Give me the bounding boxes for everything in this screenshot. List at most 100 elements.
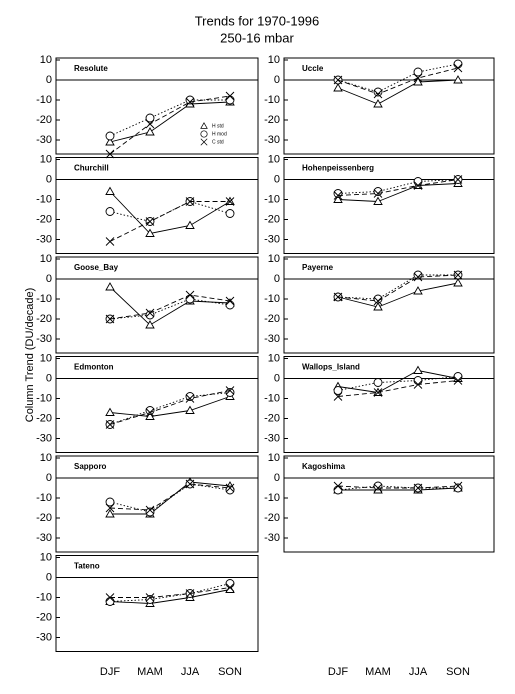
- marker: [105, 497, 115, 507]
- y-tick-label: 0: [46, 372, 52, 384]
- x-tick-label: DJF: [328, 666, 348, 678]
- marker: [413, 376, 423, 385]
- marker: [333, 75, 343, 85]
- marker: [225, 579, 235, 588]
- marker: [145, 408, 155, 417]
- y-tick-label: 0: [274, 472, 280, 484]
- y-tick-label: 10: [40, 253, 52, 265]
- marker: [453, 376, 463, 385]
- marker: [453, 481, 463, 491]
- series-line: [337, 79, 459, 105]
- series-line: [337, 485, 458, 491]
- y-tick-label: 0: [46, 472, 52, 484]
- marker: [145, 217, 155, 226]
- legend-label: H std: [212, 123, 224, 129]
- marker: [105, 137, 115, 146]
- y-tick-label: 10: [40, 551, 52, 563]
- marker: [105, 207, 115, 216]
- marker: [225, 386, 235, 395]
- marker: [453, 372, 463, 381]
- marker: [453, 270, 463, 280]
- marker: [145, 593, 155, 602]
- marker: [333, 292, 343, 302]
- y-tick-label: 0: [46, 571, 52, 583]
- marker: [373, 296, 383, 306]
- marker: [225, 197, 235, 206]
- marker: [145, 595, 155, 604]
- marker: [333, 83, 343, 92]
- panel-title: Edmonton: [74, 363, 114, 372]
- figure-subtitle: 250-16 mbar: [220, 30, 294, 45]
- panel-frame: [55, 356, 259, 453]
- y-tick-label: -20: [36, 313, 52, 325]
- x-tick-label: MAM: [137, 666, 163, 678]
- panel-frame: [283, 57, 495, 155]
- marker: [185, 405, 195, 414]
- marker: [373, 378, 383, 387]
- series-line: [338, 487, 459, 491]
- marker: [185, 97, 195, 107]
- panel-frame: [283, 455, 495, 553]
- marker: [225, 388, 235, 397]
- series-line: [337, 183, 459, 202]
- y-tick-label: -20: [36, 114, 52, 126]
- series-line: [109, 589, 231, 604]
- marker: [333, 386, 343, 395]
- series-line: [337, 485, 459, 489]
- figure-title: Trends for 1970-1996: [195, 13, 320, 28]
- series-line: [109, 99, 230, 137]
- panel-frame: [283, 256, 495, 354]
- y-tick-label: 0: [274, 173, 280, 185]
- x-tick-label: JJA: [181, 666, 200, 678]
- marker: [413, 483, 423, 493]
- legend-marker: [200, 130, 208, 138]
- y-tick-label: 10: [268, 153, 280, 165]
- marker: [453, 75, 463, 84]
- y-tick-label: -20: [36, 512, 52, 524]
- marker: [105, 282, 115, 291]
- marker: [105, 131, 115, 141]
- marker: [185, 290, 195, 300]
- y-tick-label: -20: [264, 512, 280, 524]
- marker: [185, 394, 195, 403]
- series-line: [110, 481, 231, 515]
- y-tick-label: -20: [36, 213, 52, 225]
- y-tick-label: -30: [264, 532, 280, 544]
- panel-title: Tateno: [74, 562, 100, 571]
- marker: [145, 411, 155, 420]
- series-line: [337, 274, 459, 302]
- marker: [333, 191, 343, 200]
- marker: [105, 593, 115, 602]
- panel-frame: [283, 356, 495, 453]
- marker: [373, 196, 383, 205]
- marker: [185, 479, 195, 489]
- series-line: [109, 191, 231, 234]
- marker: [185, 95, 195, 105]
- y-tick-label: 0: [274, 372, 280, 384]
- marker: [145, 507, 155, 517]
- panel-frame: [55, 555, 259, 652]
- series-line: [337, 380, 459, 397]
- marker: [225, 296, 235, 306]
- y-tick-label: -10: [264, 94, 280, 106]
- y-tick-label: 10: [268, 352, 280, 364]
- marker: [453, 278, 463, 287]
- y-tick-label: -20: [264, 213, 280, 225]
- marker: [373, 87, 383, 97]
- y-tick-label: -10: [264, 193, 280, 205]
- marker: [225, 583, 235, 592]
- series-line: [337, 274, 458, 300]
- y-tick-label: -30: [264, 233, 280, 245]
- y-tick-label: -10: [36, 591, 52, 603]
- marker: [413, 77, 423, 86]
- marker: [145, 505, 155, 515]
- x-tick-label: MAM: [365, 666, 391, 678]
- marker: [185, 220, 195, 229]
- marker: [225, 300, 235, 310]
- marker: [145, 113, 155, 123]
- panel-frame: [55, 455, 259, 553]
- marker: [333, 392, 343, 401]
- series-line: [109, 483, 231, 511]
- marker: [333, 485, 343, 495]
- y-tick-label: -30: [36, 333, 52, 345]
